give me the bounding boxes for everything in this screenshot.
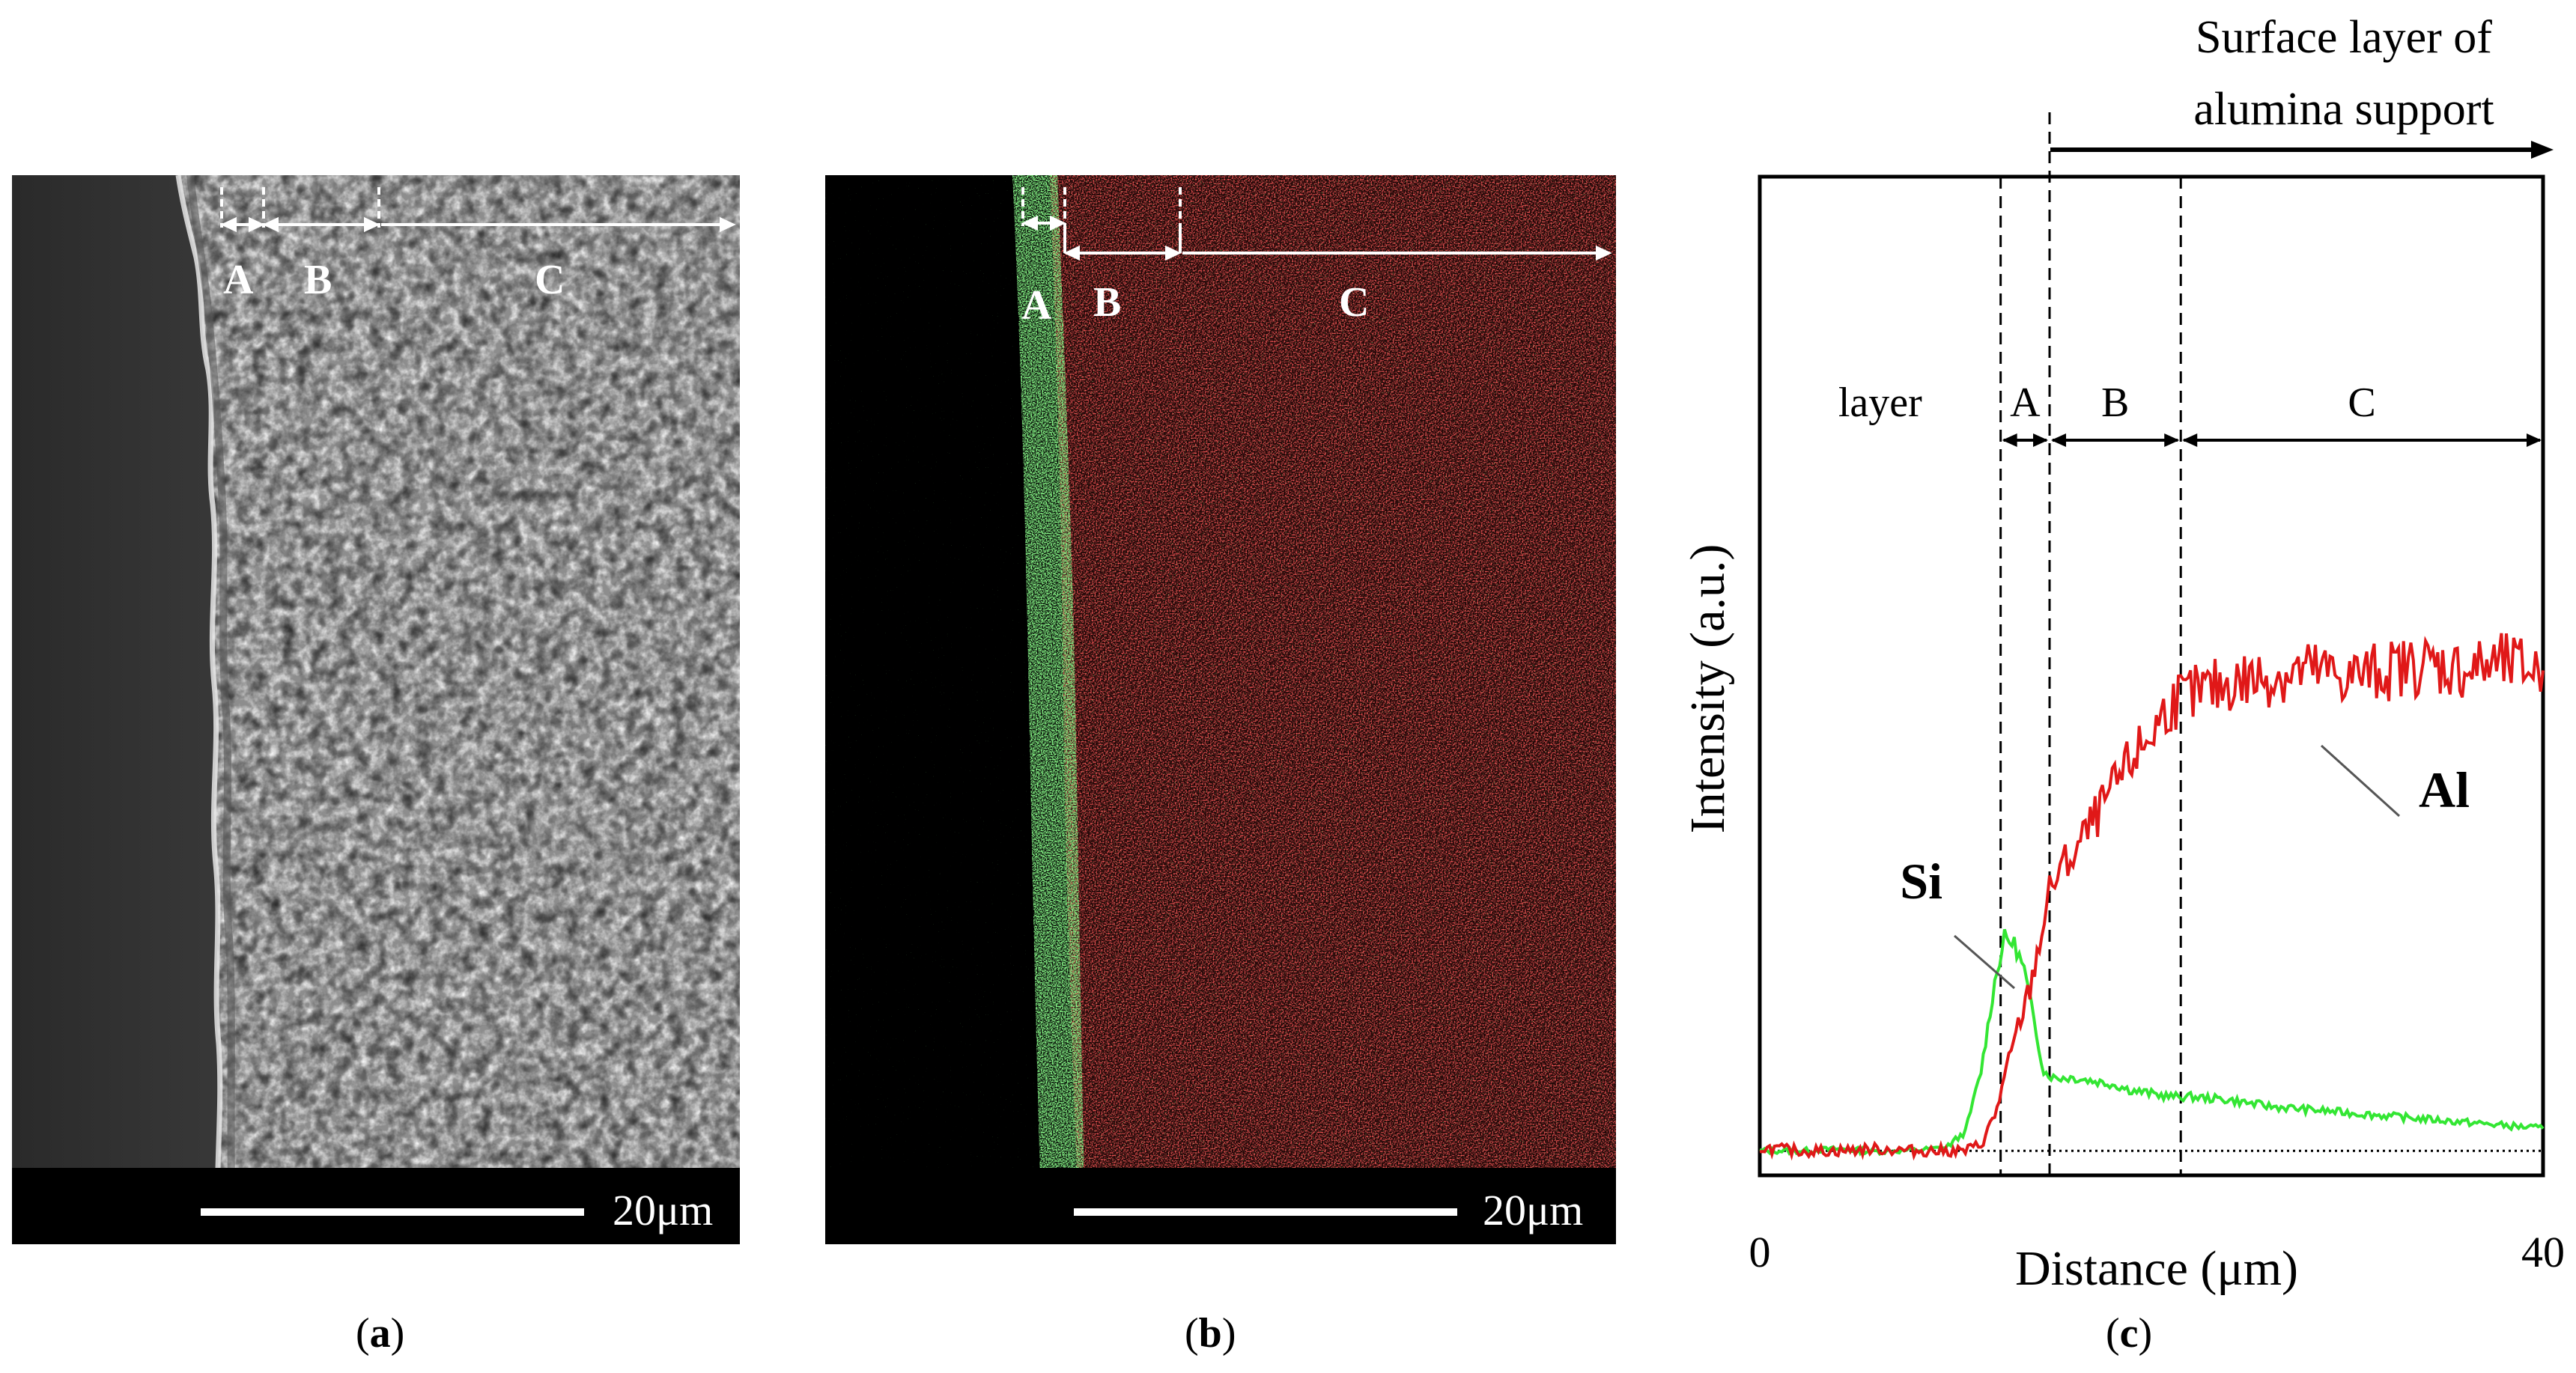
caption-b-open: (	[1185, 1310, 1199, 1357]
chart-header-line2: alumina support	[2193, 84, 2494, 135]
region-arrows	[2002, 433, 2542, 447]
sem-image-panel-a	[12, 175, 740, 1243]
region-arrowhead-left-c	[2182, 433, 2198, 447]
caption-c: (c)	[2106, 1312, 2152, 1354]
caption-c-close: )	[2138, 1310, 2153, 1357]
leader-al	[2320, 744, 2401, 818]
scale-bar-strip-b	[825, 1168, 1616, 1244]
region-arrowhead-left-b	[2051, 433, 2067, 447]
zone-label-b-C: C	[1339, 279, 1370, 326]
zone-label-b-A: A	[1021, 282, 1052, 329]
annotation-si: Si	[1900, 853, 1942, 910]
scale-bar-strip-a	[12, 1168, 740, 1244]
series-si-line	[1759, 928, 2545, 1157]
zone-label-b-B: B	[1093, 279, 1122, 326]
annotation-al: Al	[2419, 761, 2470, 818]
line-scan-chart: Surface layer of alumina support layer A B…	[1680, 12, 2565, 1296]
region-label-layer: layer	[1838, 380, 1922, 426]
eds-map-panel-b	[825, 175, 1616, 1243]
scale-bar-a	[201, 1208, 584, 1216]
zone-label-a-A: A	[223, 257, 254, 303]
y-axis-label: Intensity (a.u.)	[1680, 544, 1735, 834]
region-label-b: B	[2101, 380, 2129, 426]
sem-image	[12, 175, 740, 1243]
region-arrowhead-right-c	[2527, 433, 2542, 447]
caption-a-open: (	[356, 1310, 370, 1357]
region-boundaries	[1999, 112, 2182, 1175]
caption-b: (b)	[1185, 1312, 1236, 1354]
series-al-line	[1759, 633, 2545, 1161]
scale-label-b: 20μm	[1483, 1186, 1584, 1235]
caption-b-close: )	[1221, 1310, 1236, 1357]
region-arrowhead-right-a	[2033, 433, 2049, 447]
scale-bar-b	[1074, 1208, 1457, 1216]
region-arrowhead-right-b	[2164, 433, 2180, 447]
scale-label-a: 20μm	[613, 1186, 714, 1235]
chart-header-line1: Surface layer of	[2196, 12, 2492, 63]
region-label-c: C	[2348, 380, 2375, 426]
x-axis-label: Distance (μm)	[2015, 1241, 2298, 1296]
surface-layer-arrowhead	[2531, 141, 2554, 159]
caption-a: (a)	[356, 1312, 404, 1354]
x-tick-label-40: 40	[2521, 1228, 2565, 1276]
caption-c-open: (	[2106, 1310, 2120, 1357]
caption-a-letter: a	[369, 1310, 391, 1357]
region-arrowhead-left-a	[2002, 433, 2017, 447]
zone-label-a-B: B	[304, 257, 332, 303]
caption-c-letter: c	[2119, 1310, 2139, 1357]
plot-frame	[1758, 174, 2545, 1178]
zone-markers-b	[1021, 187, 1612, 261]
region-label-a: A	[2010, 380, 2041, 426]
x-tick-label-0: 0	[1749, 1228, 1771, 1276]
zone-markers-a	[220, 187, 736, 233]
leader-si	[1954, 934, 2015, 990]
region-labels: layer A B C	[1838, 380, 2376, 426]
eds-map	[825, 175, 1616, 1243]
zone-label-a-C: C	[535, 257, 565, 303]
caption-b-letter: b	[1198, 1310, 1222, 1357]
caption-a-close: )	[390, 1310, 405, 1357]
